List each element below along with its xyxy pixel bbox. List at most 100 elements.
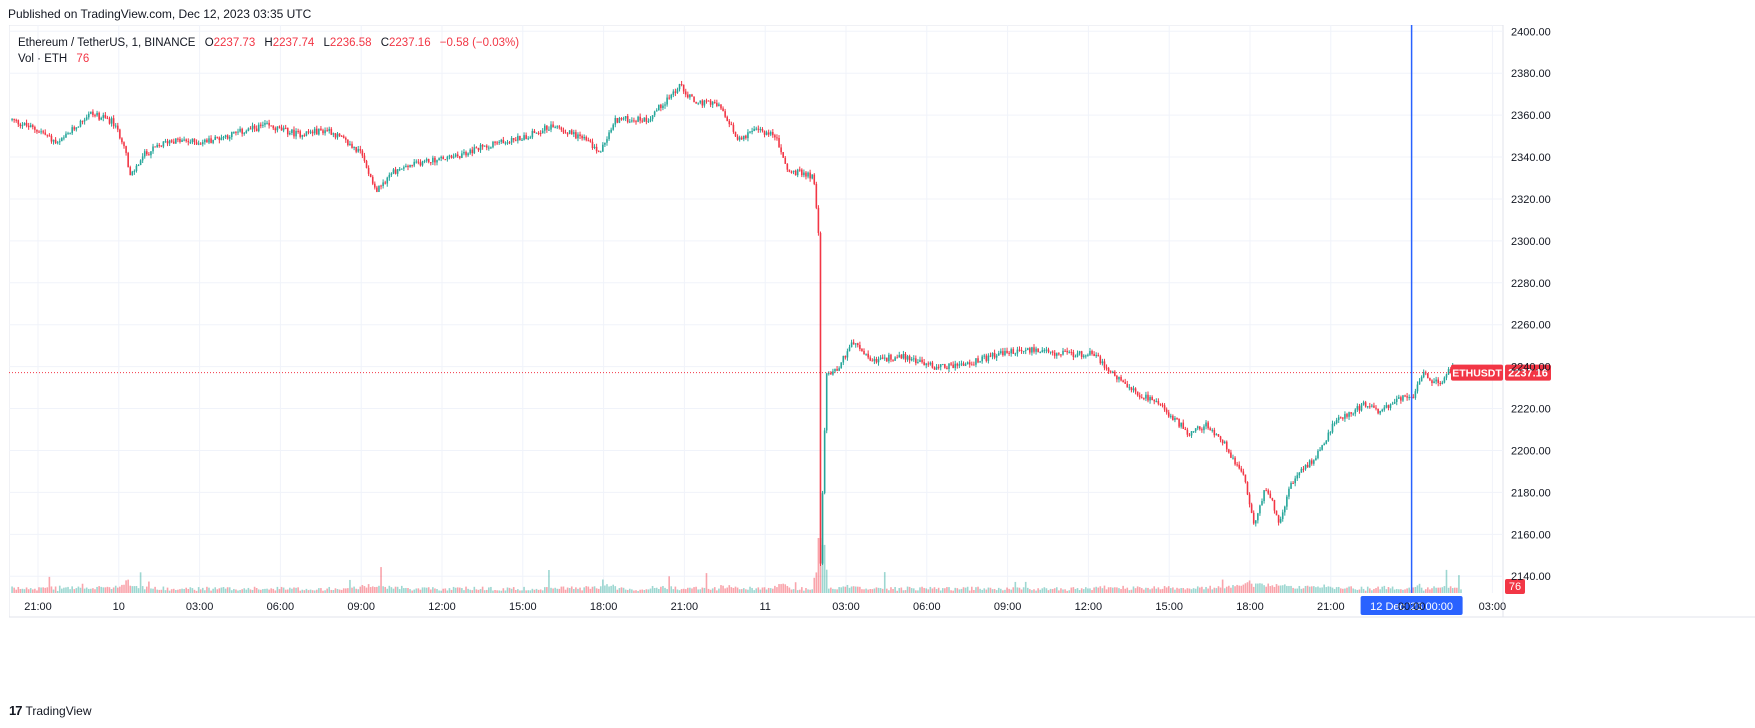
candle-body	[948, 363, 950, 369]
candle-body	[888, 354, 890, 362]
candle-body	[886, 357, 888, 362]
candle-body	[141, 156, 144, 161]
candle-body	[639, 116, 641, 121]
volume-bar	[315, 589, 318, 593]
volume-bar	[1337, 586, 1340, 593]
candle-body	[537, 132, 540, 134]
candle-body	[1408, 396, 1410, 398]
candle-body	[566, 133, 569, 135]
footer-brand[interactable]: 17 TradingView	[9, 703, 92, 718]
volume-bar	[502, 588, 505, 593]
volume-bar	[713, 587, 716, 593]
volume-bar	[500, 590, 503, 593]
candle-body	[1418, 381, 1421, 385]
volume-bar	[1366, 586, 1369, 593]
volume-bar	[753, 590, 755, 593]
volume-bar	[842, 586, 845, 593]
volume-bar	[566, 587, 569, 593]
volume-bar	[643, 590, 646, 593]
candle-body	[653, 111, 656, 116]
legend-open-label: O	[204, 37, 214, 49]
volume-bar	[32, 589, 34, 593]
price-chart[interactable]: ETHUSDT 2237.16 76 12 Dec '23 00:00 2400.00…	[8, 24, 1755, 693]
volume-bar	[1014, 581, 1017, 593]
candle-body	[606, 139, 608, 143]
candle-body	[1250, 504, 1253, 513]
volume-bar	[1265, 586, 1267, 593]
candle-body	[1120, 376, 1122, 381]
candle-body	[1313, 460, 1315, 464]
volume-bar	[1252, 586, 1255, 593]
candle-body	[361, 150, 364, 156]
candle-body	[463, 152, 465, 154]
volume-bar	[90, 588, 92, 593]
candle-body	[1041, 350, 1044, 353]
candle-body	[148, 154, 150, 156]
volume-bar	[1082, 589, 1085, 593]
candle-body	[311, 131, 314, 134]
volume-bar	[533, 589, 536, 593]
volume-bar	[821, 545, 824, 593]
volume-bar	[446, 590, 449, 593]
volume-bar	[703, 587, 706, 593]
candle-body	[1223, 441, 1226, 444]
candle-body	[521, 139, 523, 141]
volume-bar	[991, 589, 994, 593]
volume-bar	[114, 585, 117, 593]
volume-bar	[1020, 589, 1023, 593]
volume-bar	[1441, 587, 1444, 593]
volume-bar	[133, 586, 136, 593]
y-tick-label: 2320.00	[1511, 194, 1551, 206]
candle-body	[125, 146, 127, 153]
volume-bar	[956, 588, 959, 593]
candle-body	[479, 144, 482, 151]
volume-bar	[697, 589, 699, 593]
candle-body	[1429, 378, 1431, 381]
candle-body	[660, 104, 662, 108]
candle-body	[280, 127, 283, 131]
volume-bar	[162, 586, 165, 593]
candle-body	[1443, 377, 1446, 383]
volume-bar	[1279, 585, 1282, 593]
volume-bar	[212, 588, 214, 593]
volume-bar	[902, 590, 905, 593]
candle-body	[282, 127, 285, 131]
candle-body	[649, 119, 652, 122]
volume-bar	[896, 590, 898, 593]
candle-body	[1105, 367, 1108, 369]
volume-bar	[1379, 589, 1381, 593]
volume-bar	[481, 586, 484, 593]
candle-body	[1161, 404, 1164, 406]
volume-bar	[1284, 584, 1286, 593]
volume-bar	[483, 590, 486, 593]
volume-bar	[311, 590, 314, 593]
candle-body	[734, 131, 737, 137]
volume-bar	[975, 587, 977, 593]
candle-body	[941, 364, 944, 366]
candle-body	[1238, 464, 1241, 469]
legend-open-value: 2237.73	[213, 37, 256, 49]
volume-bar	[863, 589, 865, 593]
volume-bar	[158, 589, 161, 593]
volume-bar	[425, 587, 428, 593]
candle-body	[1263, 490, 1265, 501]
volume-bar	[42, 587, 44, 593]
tradingview-logo-icon: 17	[9, 703, 23, 718]
volume-bar	[1016, 587, 1019, 593]
volume-bar	[206, 586, 208, 593]
volume-bar	[1140, 588, 1143, 593]
chart-area[interactable]: ETHUSDT 2237.16 76 12 Dec '23 00:00 2400.00…	[8, 24, 1755, 693]
volume-bar	[276, 586, 279, 593]
candle-body	[450, 155, 453, 158]
volume-bar	[67, 586, 69, 593]
candle-body	[309, 131, 312, 133]
volume-bar	[280, 586, 283, 593]
volume-bar	[305, 588, 308, 593]
candle-body	[1109, 371, 1112, 373]
volume-bar	[21, 588, 24, 593]
candle-body	[1068, 351, 1071, 353]
volume-bar	[44, 587, 47, 593]
candle-body	[1186, 429, 1189, 435]
volume-bar	[69, 589, 71, 593]
y-tick-label: 2360.00	[1511, 110, 1551, 122]
